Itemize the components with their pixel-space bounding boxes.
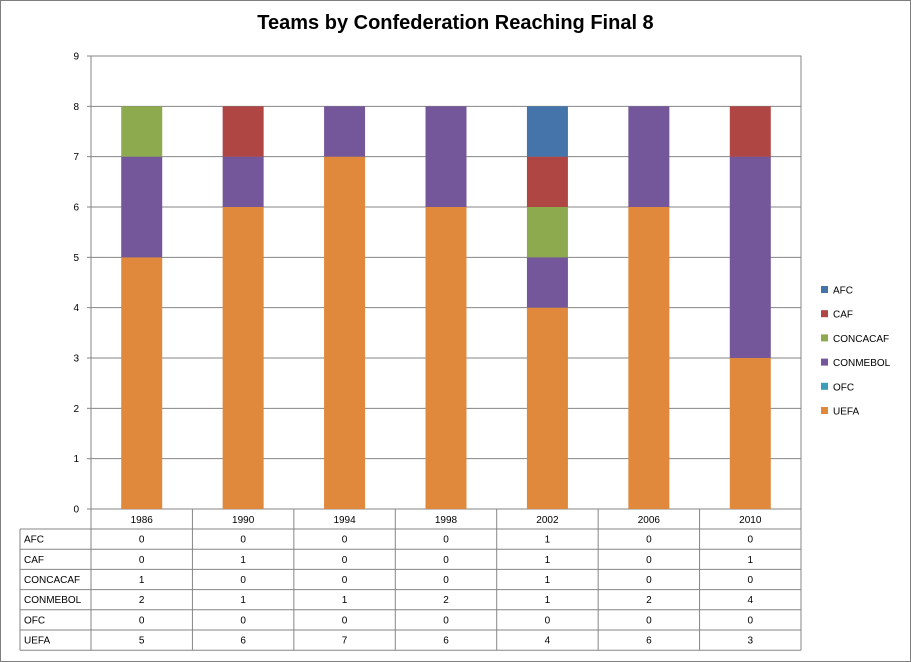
x-category-label: 2006 — [638, 515, 661, 526]
table-cell-value: 0 — [342, 575, 348, 586]
bar-segment-caf-2002 — [526, 156, 568, 207]
bar-segment-caf-1990 — [222, 106, 264, 157]
table-row-label: AFC — [24, 535, 44, 546]
table-cell-value: 0 — [240, 615, 246, 626]
bar-segment-uefa-2006 — [628, 207, 670, 509]
table-cell-value: 0 — [646, 535, 652, 546]
table-cell-value: 0 — [646, 555, 652, 566]
y-tick-label: 6 — [73, 203, 79, 214]
table-cell-value: 0 — [240, 575, 246, 586]
y-tick-label: 2 — [73, 404, 79, 415]
table-cell-value: 4 — [545, 636, 551, 647]
table-cell-value: 0 — [748, 575, 754, 586]
table-cell-value: 0 — [545, 615, 551, 626]
y-tick-label: 7 — [73, 152, 79, 163]
table-cell-value: 1 — [748, 555, 754, 566]
table-cell-value: 0 — [342, 535, 348, 546]
y-tick-label: 8 — [73, 102, 79, 113]
legend-swatch-uefa — [821, 407, 828, 414]
table-cell-value: 6 — [240, 636, 246, 647]
legend-label-concacaf: CONCACAF — [833, 334, 889, 345]
bar-segment-uefa-1986 — [121, 257, 163, 509]
bar-segment-uefa-2010 — [729, 358, 771, 509]
bar-segment-conmebol-1990 — [222, 156, 264, 207]
table-cell-value: 5 — [139, 636, 145, 647]
table-row-label: UEFA — [24, 636, 50, 647]
table-row-label: CONCACAF — [24, 575, 80, 586]
table-cell-value: 0 — [240, 535, 246, 546]
bar-segment-concacaf-1986 — [121, 106, 163, 157]
legend-label-caf: CAF — [833, 310, 853, 321]
bar-segment-caf-2010 — [729, 106, 771, 157]
y-tick-label: 4 — [73, 303, 79, 314]
legend-label-uefa: UEFA — [833, 407, 859, 418]
table-cell-value: 2 — [646, 595, 652, 606]
legend-label-afc: AFC — [833, 286, 853, 297]
y-tick-label: 1 — [73, 454, 79, 465]
table-cell-value: 1 — [240, 555, 246, 566]
bar-segment-uefa-1990 — [222, 207, 264, 509]
bar-segment-conmebol-2002 — [526, 257, 568, 308]
bar-segment-afc-2002 — [526, 106, 568, 157]
table-cell-value: 0 — [139, 615, 145, 626]
table-cell-value: 7 — [342, 636, 348, 647]
table-cell-value: 0 — [139, 535, 145, 546]
table-cell-value: 2 — [139, 595, 145, 606]
bar-segment-concacaf-2002 — [526, 207, 568, 258]
y-tick-label: 0 — [73, 505, 79, 516]
bar-segment-conmebol-1994 — [324, 106, 366, 157]
table-cell-value: 0 — [443, 535, 449, 546]
table-cell-value: 6 — [646, 636, 652, 647]
legend-swatch-afc — [821, 286, 828, 293]
table-cell-value: 1 — [545, 555, 551, 566]
table-cell-value: 1 — [139, 575, 145, 586]
table-cell-value: 0 — [646, 615, 652, 626]
table-cell-value: 0 — [139, 555, 145, 566]
legend-label-ofc: OFC — [833, 382, 854, 393]
y-tick-label: 3 — [73, 354, 79, 365]
table-cell-value: 0 — [748, 535, 754, 546]
table-cell-value: 0 — [748, 615, 754, 626]
table-cell-value: 4 — [748, 595, 754, 606]
table-row-label: OFC — [24, 615, 45, 626]
table-cell-value: 1 — [545, 535, 551, 546]
table-cell-value: 1 — [342, 595, 348, 606]
y-tick-label: 9 — [73, 52, 79, 63]
table-row-label: CONMEBOL — [24, 595, 82, 606]
table-cell-value: 0 — [646, 575, 652, 586]
table-cell-value: 0 — [342, 615, 348, 626]
legend-swatch-conmebol — [821, 358, 828, 366]
table-cell-value: 6 — [443, 636, 449, 647]
table-cell-value: 0 — [342, 555, 348, 566]
table-cell-value: 3 — [748, 636, 754, 647]
bar-segment-conmebol-1986 — [121, 156, 163, 258]
legend-swatch-ofc — [821, 382, 828, 390]
table-cell-value: 0 — [443, 615, 449, 626]
y-tick-label: 5 — [73, 253, 79, 264]
x-category-label: 1990 — [232, 515, 255, 526]
x-category-label: 2010 — [739, 515, 762, 526]
table-row-label: CAF — [24, 555, 44, 566]
bar-segment-uefa-1994 — [324, 156, 366, 509]
bar-segment-uefa-2002 — [526, 307, 568, 509]
bar-segment-conmebol-2006 — [628, 106, 670, 207]
table-cell-value: 1 — [240, 595, 246, 606]
table-cell-value: 2 — [443, 595, 449, 606]
legend-swatch-concacaf — [821, 334, 828, 342]
table-cell-value: 1 — [545, 575, 551, 586]
x-category-label: 1994 — [333, 515, 356, 526]
bar-segment-uefa-1998 — [425, 207, 467, 509]
chart-title: Teams by Confederation Reaching Final 8 — [257, 12, 654, 34]
x-category-label: 2002 — [536, 515, 559, 526]
table-cell-value: 0 — [443, 575, 449, 586]
table-cell-value: 0 — [443, 555, 449, 566]
legend-label-conmebol: CONMEBOL — [833, 358, 891, 369]
table-cell-value: 1 — [545, 595, 551, 606]
bar-segment-conmebol-2010 — [729, 156, 771, 358]
x-category-label: 1998 — [435, 515, 458, 526]
x-category-label: 1986 — [131, 515, 154, 526]
bar-segment-conmebol-1998 — [425, 106, 467, 207]
legend-swatch-caf — [821, 310, 828, 318]
